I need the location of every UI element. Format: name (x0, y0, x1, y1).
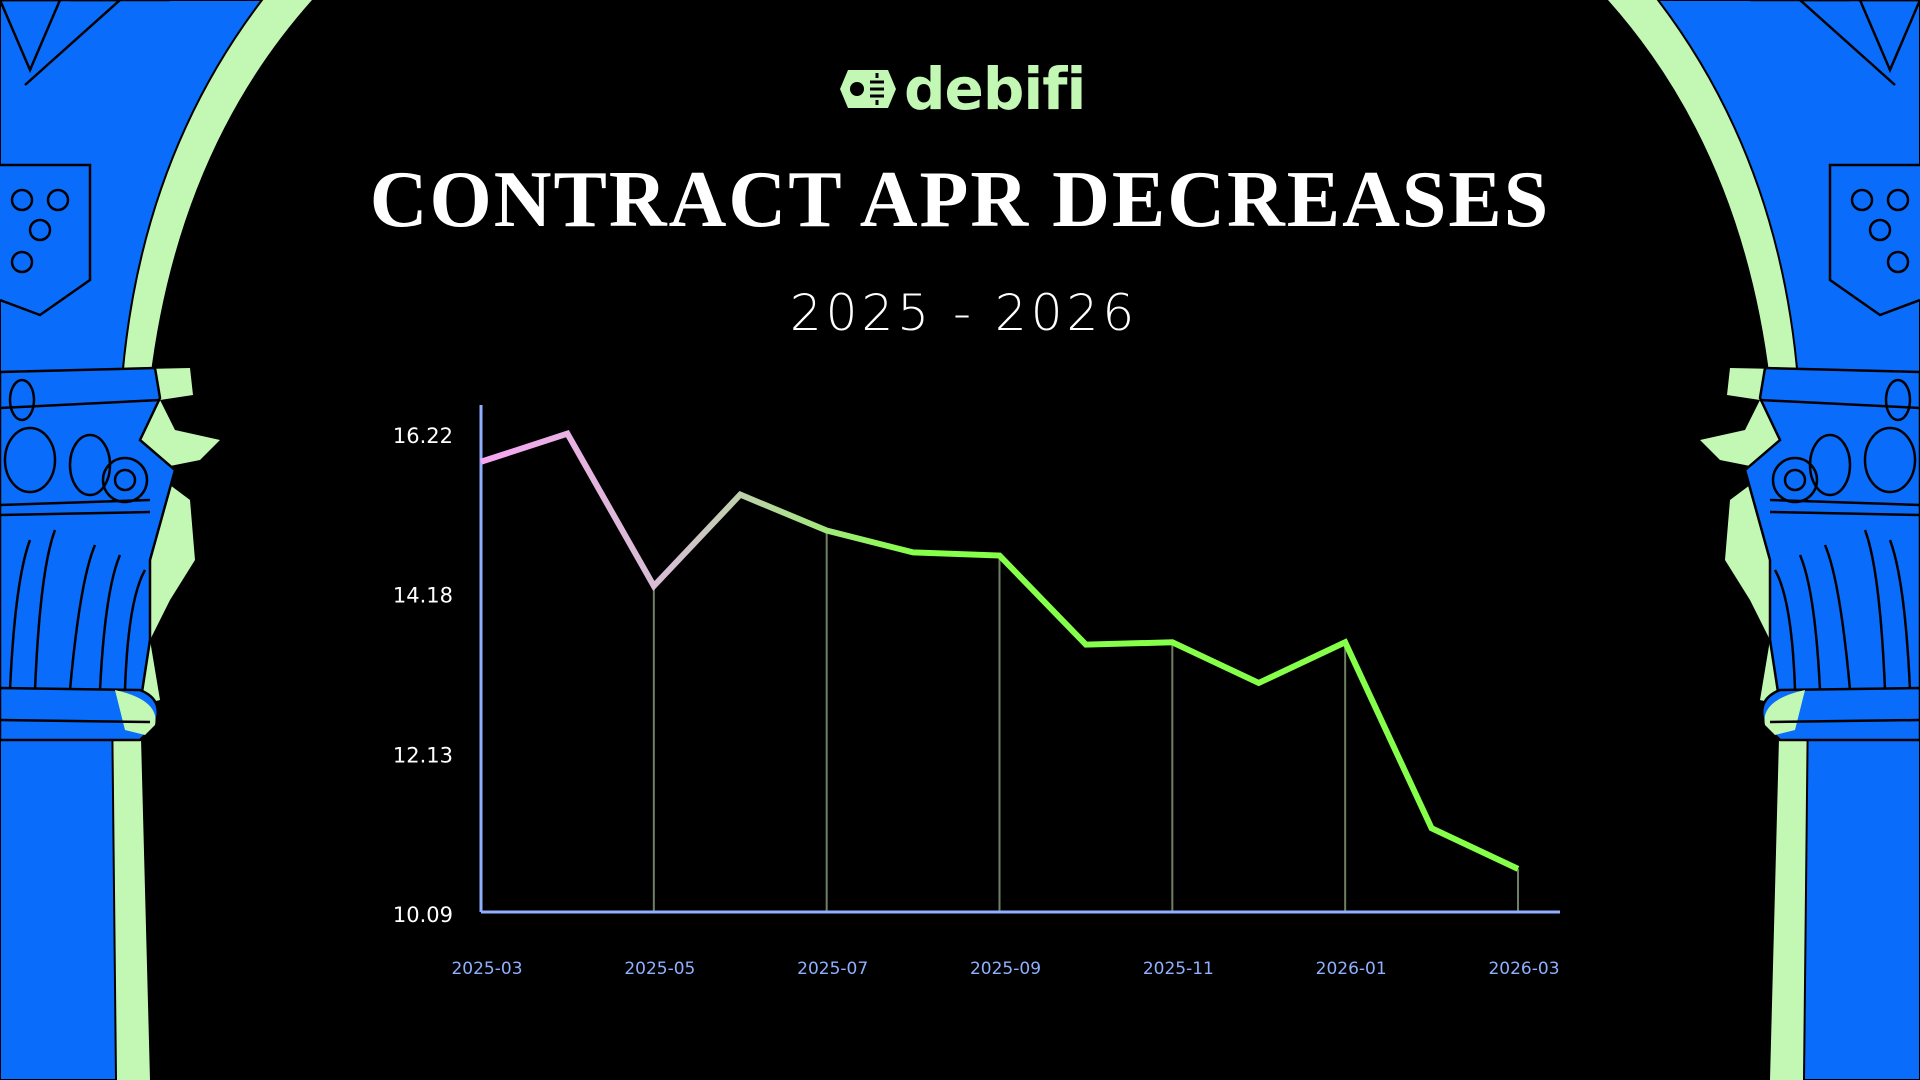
y-tick-label: 12.13 (393, 744, 453, 768)
debifi-logo: debifi (838, 55, 1086, 123)
x-tick-label: 2026-03 (1488, 959, 1559, 979)
x-tick-label: 2025-11 (1143, 959, 1214, 979)
x-tick-label: 2025-09 (970, 959, 1041, 979)
apr-line-series (480, 430, 1520, 872)
y-tick-label: 16.22 (393, 424, 453, 448)
y-tick-label: 14.18 (393, 583, 453, 607)
x-tick-label: 2025-05 (624, 959, 695, 979)
logo-badge-icon (840, 70, 896, 108)
y-tick-label: 10.09 (393, 903, 453, 927)
x-tick-label: 2026-01 (1316, 959, 1387, 979)
chart-subtitle: 2025 - 2026 (789, 284, 1139, 342)
x-tick-label: 2025-07 (797, 959, 868, 979)
left-column (0, 0, 312, 1080)
chart-title: CONTRACT APR DECREASES (369, 156, 1551, 244)
x-tick-label: 2025-03 (451, 959, 522, 979)
logo-wordmark: debifi (904, 55, 1086, 123)
